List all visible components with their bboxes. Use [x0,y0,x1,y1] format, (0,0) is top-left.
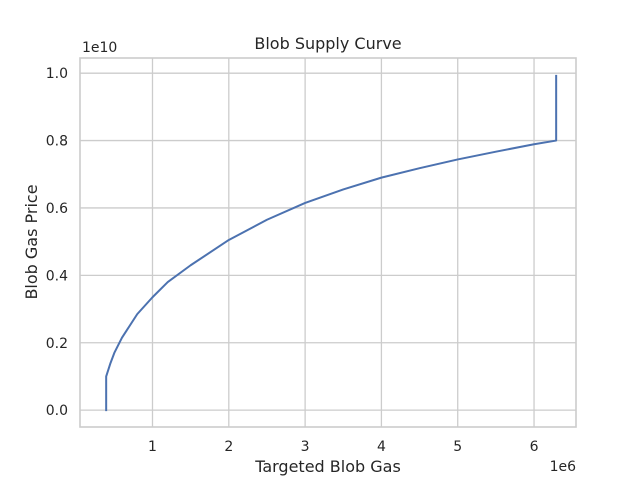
y-tick-label: 0.6 [46,201,68,217]
x-tick-label: 5 [453,439,462,455]
x-tick-label: 2 [224,439,233,455]
series-layer [105,74,558,412]
y-tick-label: 0.2 [46,336,68,352]
chart-title: Blob Supply Curve [254,34,401,53]
y-offset-label: 1e10 [82,40,117,56]
x-tick-label: 6 [530,439,539,455]
plot-frame [79,57,577,428]
plot-background [80,58,576,427]
y-grid [80,72,576,411]
y-tick-labels: 0.0 0.2 0.4 0.6 0.8 1.0 [46,66,68,419]
x-axis-label: Targeted Blob Gas [254,457,401,476]
y-tick-label: 0.0 [46,403,68,419]
x-tick-labels: 1 2 3 4 5 6 [148,439,539,455]
x-tick-label: 3 [301,439,310,455]
y-tick-label: 0.4 [46,268,68,284]
x-tick-label: 1 [148,439,157,455]
y-tick-label: 1.0 [46,66,68,82]
supply-curve-line [105,74,558,412]
y-tick-label: 0.8 [46,134,68,150]
x-grid [151,58,535,427]
x-tick-label: 4 [377,439,386,455]
x-offset-label: 1e6 [550,459,577,475]
y-axis-label: Blob Gas Price [22,184,41,299]
